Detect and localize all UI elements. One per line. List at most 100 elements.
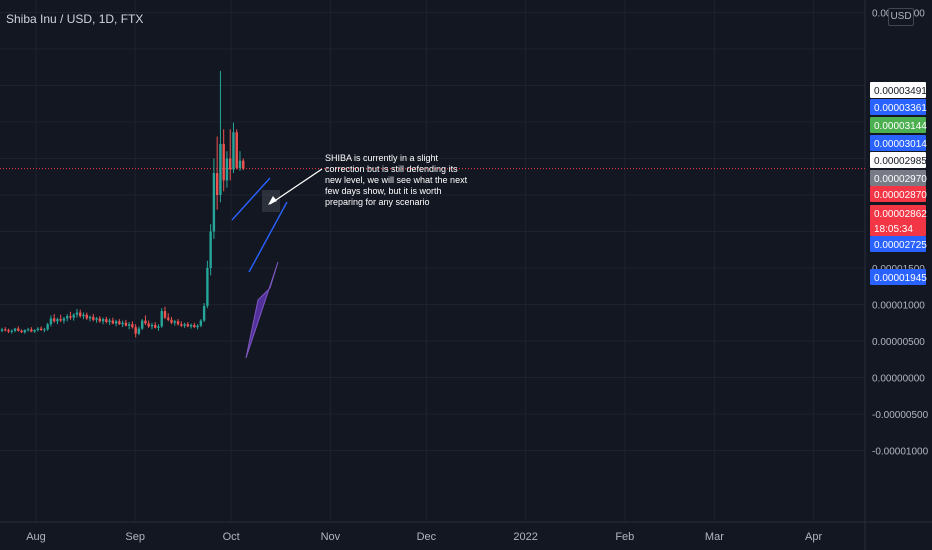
candles <box>0 70 245 338</box>
candle-body <box>88 316 92 319</box>
price-label-text: 0.00003491 <box>874 86 927 97</box>
candle-body <box>134 327 137 334</box>
candle-body <box>43 329 46 331</box>
chart-grid <box>0 0 865 522</box>
price-label-box <box>870 99 926 115</box>
candle-body <box>46 324 49 330</box>
price-label-text: 0.00002725 <box>874 240 927 251</box>
candle-body <box>232 132 235 170</box>
price-label-text: 0.00003144 <box>874 121 927 132</box>
price-label-box <box>870 220 926 236</box>
price-label-box <box>870 205 926 221</box>
x-tick-label: Dec <box>417 531 437 543</box>
price-label-box <box>870 236 926 252</box>
candle-body <box>69 316 72 318</box>
arrow-head <box>268 196 277 205</box>
candle-body <box>72 314 75 318</box>
x-tick-label: Mar <box>705 531 724 543</box>
y-tick-label: 0.00000000 <box>872 374 925 385</box>
price-label-text: 0.00002970 <box>874 174 927 185</box>
candle-body <box>111 320 115 324</box>
candle-body <box>219 143 222 195</box>
price-label-text: 0.00002985 <box>874 156 927 167</box>
candle-body <box>176 321 180 325</box>
candle-body <box>62 318 66 321</box>
candle-body <box>215 173 219 195</box>
candle-body <box>124 322 128 326</box>
price-label-text: 0.00003014 <box>874 139 927 150</box>
price-label-text: 0.00002870 <box>874 190 927 201</box>
candle-body <box>92 316 95 320</box>
price-label-box <box>870 135 926 151</box>
x-tick-label: 2022 <box>513 531 537 543</box>
candle-body <box>39 328 43 331</box>
candle-body <box>202 305 206 321</box>
currency-button[interactable]: USD <box>888 8 914 26</box>
price-label-text: 0.00001945 <box>874 273 927 284</box>
candle-body <box>17 328 20 331</box>
candle-body <box>101 319 105 322</box>
candle-body <box>82 314 85 317</box>
candle-body <box>75 312 79 315</box>
candle-body <box>144 320 147 324</box>
arrow-line[interactable] <box>269 168 323 205</box>
candle-body <box>173 321 176 323</box>
candle-body <box>193 324 196 328</box>
candle-body <box>95 318 98 320</box>
candle-body <box>4 329 7 331</box>
candle-body <box>222 143 225 181</box>
candle-body <box>108 320 111 323</box>
annotation-text[interactable]: SHIBA is currently in a slight correctio… <box>325 153 468 207</box>
candle-body <box>114 321 118 324</box>
candle-body <box>33 330 36 332</box>
candle-body <box>199 320 203 326</box>
candle-body <box>154 324 157 328</box>
chart-title: Shiba Inu / USD, 1D, FTX <box>6 12 144 26</box>
price-label-box <box>870 170 926 186</box>
candle-body <box>150 324 154 327</box>
candle-body <box>13 328 17 331</box>
candle-body <box>79 312 82 317</box>
candle-body <box>147 323 150 327</box>
candle-body <box>98 318 101 322</box>
candle-body <box>26 329 30 331</box>
candle-body <box>121 322 124 325</box>
candle-body <box>7 330 10 332</box>
channel-upper-line[interactable] <box>231 177 271 221</box>
x-tick-label: Nov <box>321 531 341 543</box>
candle-body <box>209 231 212 268</box>
candle-body <box>30 329 33 332</box>
candle-body <box>10 330 13 332</box>
x-tick-label: Aug <box>26 531 46 543</box>
x-tick-label: Sep <box>125 531 145 543</box>
x-axis-ticks[interactable]: Aug Sep Oct Nov Dec 2022 Feb Mar Apr <box>26 531 822 543</box>
drawings[interactable] <box>231 168 323 359</box>
y-tick-label: 0.00000500 <box>872 337 925 348</box>
candle-body <box>206 268 209 306</box>
x-tick-label: Feb <box>615 531 634 543</box>
candle-body <box>131 324 134 328</box>
candle-body <box>242 160 245 169</box>
x-tick-label: Apr <box>805 531 822 543</box>
candle-body <box>189 324 193 327</box>
candle-body <box>140 320 144 329</box>
candle-body <box>36 328 40 331</box>
candle-body <box>127 324 131 326</box>
candle-body <box>212 173 216 232</box>
candle-body <box>59 319 62 321</box>
candle-body <box>105 319 108 323</box>
candle-body <box>20 330 23 333</box>
x-tick-label: Oct <box>223 531 240 543</box>
price-label-text: 0.00003361 <box>874 103 927 114</box>
forecast-projection-shape[interactable] <box>245 261 279 359</box>
candle-body <box>137 328 141 334</box>
candle-body <box>229 158 232 170</box>
price-label-box <box>870 186 926 202</box>
candle-body <box>186 324 190 327</box>
candle-body <box>85 314 88 319</box>
price-label-box <box>870 117 926 133</box>
channel-lower-line[interactable] <box>248 201 288 273</box>
price-label-text: 0.00002862 <box>874 209 927 220</box>
candle-body <box>23 330 27 333</box>
